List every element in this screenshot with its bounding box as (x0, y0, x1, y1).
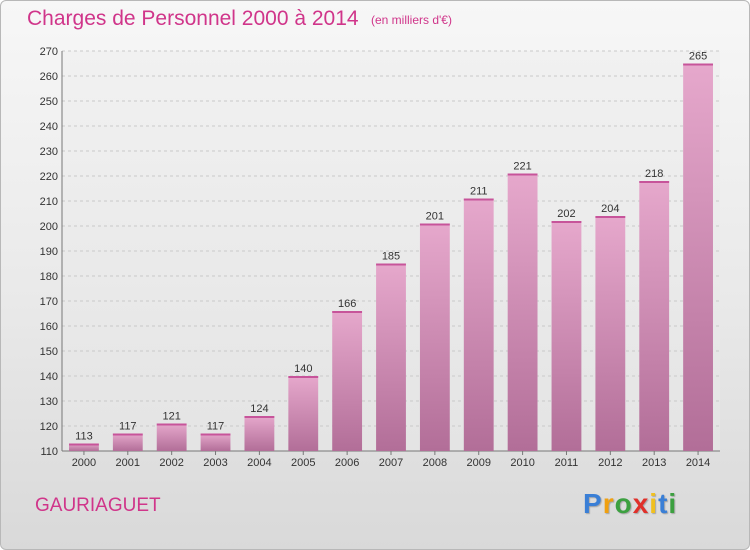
y-tick-label: 140 (40, 371, 58, 383)
bar (639, 181, 670, 451)
x-tick-label: 2013 (642, 457, 666, 469)
data-label: 202 (557, 208, 575, 220)
y-tick-label: 130 (40, 396, 58, 408)
bar (69, 443, 99, 451)
x-tick-label: 2006 (335, 457, 359, 469)
x-tick-label: 2007 (379, 457, 403, 469)
bar (683, 63, 713, 451)
y-tick-label: 200 (40, 221, 58, 233)
data-label: 121 (162, 411, 180, 423)
y-tick-label: 230 (40, 146, 58, 158)
commune-name: GAURIAGUET (35, 495, 161, 516)
logo-letter: x (632, 488, 650, 519)
bar (244, 416, 275, 451)
y-tick-label: 160 (40, 321, 58, 333)
bar (332, 311, 363, 451)
bar (551, 221, 582, 451)
y-tick-label: 220 (40, 171, 58, 183)
bar (507, 173, 538, 451)
bar (288, 376, 319, 451)
x-tick-label: 2009 (466, 457, 490, 469)
chart-subtitle: (en milliers d'€) (371, 13, 452, 27)
bar (156, 423, 187, 451)
x-tick-label: 2014 (686, 457, 710, 469)
x-tick-label: 2000 (72, 457, 96, 469)
logo-letter: o (614, 488, 633, 519)
x-tick-label: 2002 (159, 457, 183, 469)
data-label: 218 (645, 168, 663, 180)
data-label: 185 (382, 251, 400, 263)
y-tick-label: 210 (40, 196, 58, 208)
bar (595, 216, 626, 451)
data-label: 113 (75, 431, 93, 443)
y-tick-label: 180 (40, 271, 58, 283)
data-label: 140 (294, 363, 312, 375)
data-label: 117 (119, 421, 137, 433)
data-label: 221 (513, 161, 531, 173)
data-label: 204 (601, 203, 619, 215)
x-tick-label: 2011 (555, 457, 579, 469)
logo-letter: i (649, 488, 659, 519)
data-label: 265 (689, 51, 707, 63)
y-tick-label: 270 (40, 46, 58, 58)
y-tick-label: 190 (40, 246, 58, 258)
y-tick-label: 120 (40, 421, 58, 433)
logo-letter: i (668, 488, 678, 519)
y-tick-label: 260 (40, 71, 58, 83)
logo-letter: t (658, 488, 669, 519)
bar (419, 223, 450, 451)
data-label: 211 (470, 186, 488, 198)
logo-letter: P (583, 488, 603, 519)
x-tick-label: 2004 (247, 457, 271, 469)
bar (112, 433, 143, 451)
data-label: 124 (250, 403, 268, 415)
bar (376, 263, 406, 451)
y-tick-label: 240 (40, 121, 58, 133)
data-label: 166 (338, 298, 356, 310)
y-tick-label: 150 (40, 346, 58, 358)
logo-letter: r (602, 488, 615, 519)
x-tick-label: 2008 (423, 457, 447, 469)
data-label: 117 (207, 421, 225, 433)
y-tick-label: 170 (40, 296, 58, 308)
x-tick-label: 2010 (510, 457, 534, 469)
bar (463, 198, 494, 451)
x-tick-label: 2005 (291, 457, 315, 469)
x-tick-label: 2003 (203, 457, 227, 469)
y-tick-label: 110 (40, 446, 58, 458)
proxiti-logo: Proxiti (583, 488, 677, 520)
chart-title: Charges de Personnel 2000 à 2014 (27, 7, 359, 30)
bar (200, 433, 231, 451)
x-tick-label: 2001 (116, 457, 140, 469)
y-tick-label: 250 (40, 96, 58, 108)
x-tick-label: 2012 (598, 457, 622, 469)
data-label: 201 (426, 211, 444, 223)
